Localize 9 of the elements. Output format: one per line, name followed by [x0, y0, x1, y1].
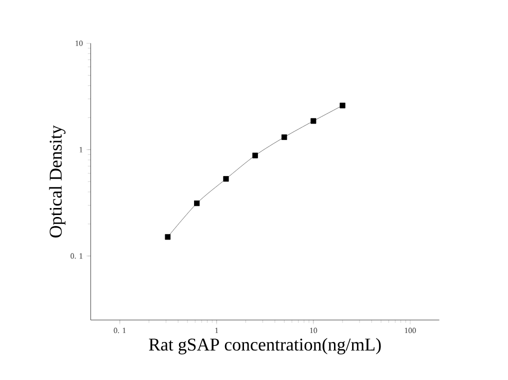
point: [310, 118, 316, 124]
point: [223, 176, 229, 182]
point: [281, 134, 288, 140]
x-axis-title: Rat gSAP concentration(ng/mL): [148, 338, 381, 354]
point: [164, 234, 171, 240]
y-axis-title: Optical Density: [49, 125, 66, 238]
point: [252, 152, 258, 158]
point: [194, 200, 200, 206]
point: [340, 102, 346, 108]
